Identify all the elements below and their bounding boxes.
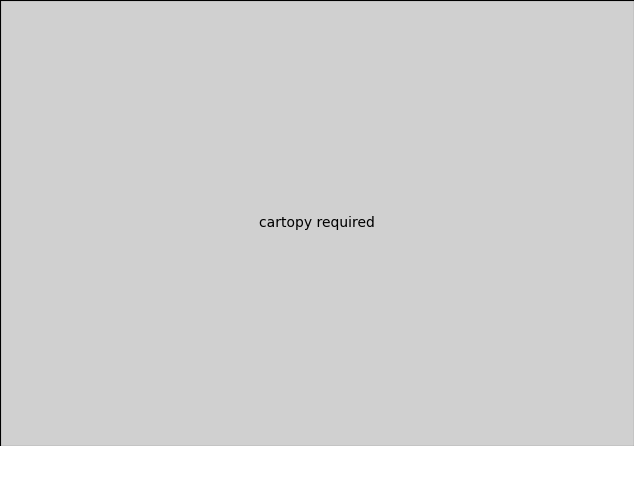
Text: ©weatheronline.co.uk: ©weatheronline.co.uk <box>503 478 628 489</box>
Text: cartopy required: cartopy required <box>259 216 375 230</box>
Text: Th 26-09-2024 00:00 UTC (00+96): Th 26-09-2024 00:00 UTC (00+96) <box>395 456 628 469</box>
Text: Surface pressure [hPa] ECMWF: Surface pressure [hPa] ECMWF <box>6 456 216 469</box>
